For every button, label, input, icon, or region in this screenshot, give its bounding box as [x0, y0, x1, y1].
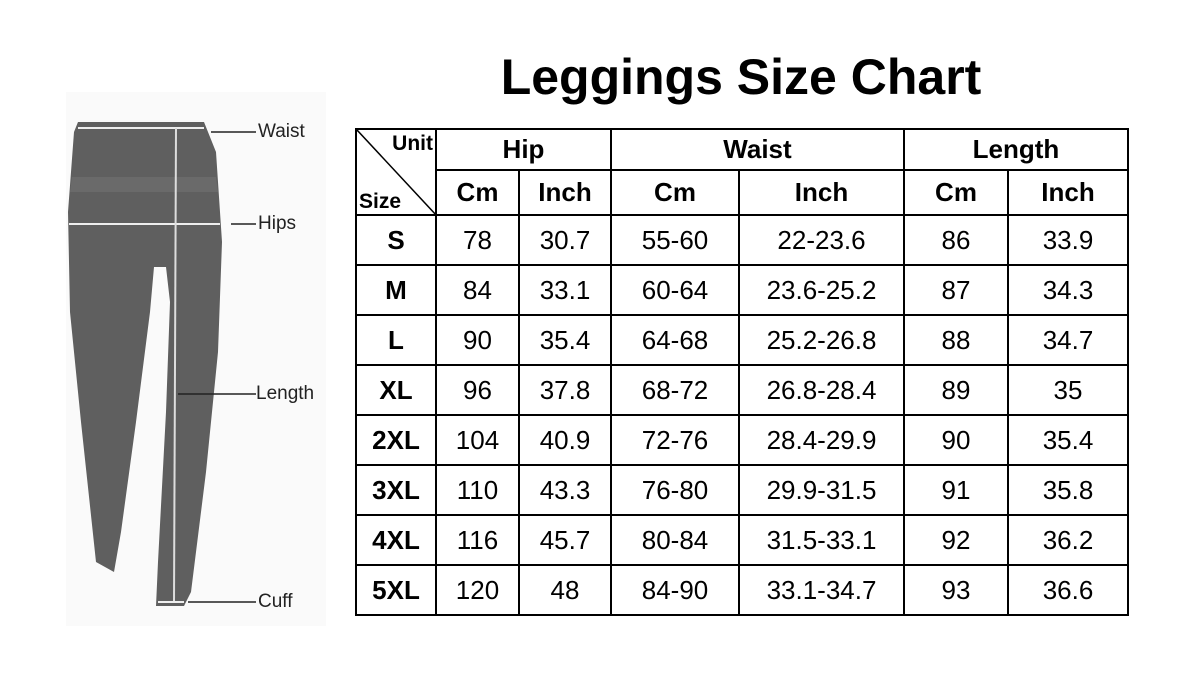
- value-cell: 55-60: [610, 214, 740, 266]
- size-cell: 4XL: [355, 514, 437, 566]
- value-cell: 104: [435, 414, 520, 466]
- value-cell: 28.4-29.9: [738, 414, 905, 466]
- value-cell: 90: [903, 414, 1009, 466]
- value-cell: 60-64: [610, 264, 740, 316]
- value-cell: 93: [903, 564, 1009, 616]
- value-cell: 34.7: [1007, 314, 1129, 366]
- unit-header: Cm: [610, 169, 740, 216]
- group-header-waist: Waist: [610, 128, 905, 171]
- value-cell: 33.9: [1007, 214, 1129, 266]
- unit-header: Cm: [903, 169, 1009, 216]
- table-row: S 78 30.7 55-60 22-23.6 86 33.9: [355, 214, 1129, 266]
- value-cell: 25.2-26.8: [738, 314, 905, 366]
- unit-header: Cm: [435, 169, 520, 216]
- value-cell: 78: [435, 214, 520, 266]
- size-label: Size: [359, 190, 402, 213]
- value-cell: 35.8: [1007, 464, 1129, 516]
- value-cell: 33.1: [518, 264, 612, 316]
- value-cell: 22-23.6: [738, 214, 905, 266]
- size-cell: XL: [355, 364, 437, 416]
- diagonal-divider: [357, 130, 437, 216]
- value-cell: 45.7: [518, 514, 612, 566]
- value-cell: 40.9: [518, 414, 612, 466]
- unit-label: Unit: [392, 132, 433, 155]
- group-header-hip: Hip: [435, 128, 612, 171]
- value-cell: 96: [435, 364, 520, 416]
- value-cell: 29.9-31.5: [738, 464, 905, 516]
- value-cell: 43.3: [518, 464, 612, 516]
- value-cell: 88: [903, 314, 1009, 366]
- value-cell: 76-80: [610, 464, 740, 516]
- value-cell: 30.7: [518, 214, 612, 266]
- value-cell: 36.6: [1007, 564, 1129, 616]
- value-cell: 48: [518, 564, 612, 616]
- size-cell: 2XL: [355, 414, 437, 466]
- value-cell: 35.4: [518, 314, 612, 366]
- table-row: 3XL 110 43.3 76-80 29.9-31.5 91 35.8: [355, 464, 1129, 516]
- value-cell: 37.8: [518, 364, 612, 416]
- table-row: M 84 33.1 60-64 23.6-25.2 87 34.3: [355, 264, 1129, 316]
- table-row: L 90 35.4 64-68 25.2-26.8 88 34.7: [355, 314, 1129, 366]
- table-row: 5XL 120 48 84-90 33.1-34.7 93 36.6: [355, 564, 1129, 616]
- value-cell: 26.8-28.4: [738, 364, 905, 416]
- unit-header: Inch: [738, 169, 905, 216]
- value-cell: 90: [435, 314, 520, 366]
- value-cell: 92: [903, 514, 1009, 566]
- value-cell: 110: [435, 464, 520, 516]
- value-cell: 84: [435, 264, 520, 316]
- table-row: 2XL 104 40.9 72-76 28.4-29.9 90 35.4: [355, 414, 1129, 466]
- unit-header: Inch: [518, 169, 612, 216]
- value-cell: 68-72: [610, 364, 740, 416]
- size-cell: L: [355, 314, 437, 366]
- value-cell: 31.5-33.1: [738, 514, 905, 566]
- value-cell: 86: [903, 214, 1009, 266]
- unit-header: Inch: [1007, 169, 1129, 216]
- value-cell: 80-84: [610, 514, 740, 566]
- leggings-measurement-diagram: Waist Hips Length Cuff: [66, 92, 326, 626]
- length-label: Length: [256, 383, 315, 404]
- group-header-length: Length: [903, 128, 1129, 171]
- size-cell: 3XL: [355, 464, 437, 516]
- value-cell: 84-90: [610, 564, 740, 616]
- value-cell: 33.1-34.7: [738, 564, 905, 616]
- value-cell: 91: [903, 464, 1009, 516]
- waist-label: Waist: [258, 121, 305, 142]
- value-cell: 120: [435, 564, 520, 616]
- leggings-illustration: [68, 122, 256, 606]
- value-cell: 36.2: [1007, 514, 1129, 566]
- value-cell: 72-76: [610, 414, 740, 466]
- page-title: Leggings Size Chart: [500, 49, 982, 105]
- value-cell: 89: [903, 364, 1009, 416]
- value-cell: 35.4: [1007, 414, 1129, 466]
- corner-header-cell: Unit Size: [355, 128, 437, 216]
- value-cell: 87: [903, 264, 1009, 316]
- value-cell: 64-68: [610, 314, 740, 366]
- value-cell: 23.6-25.2: [738, 264, 905, 316]
- size-cell: S: [355, 214, 437, 266]
- table-row: 4XL 116 45.7 80-84 31.5-33.1 92 36.2: [355, 514, 1129, 566]
- cuff-label: Cuff: [258, 591, 293, 612]
- table-row: XL 96 37.8 68-72 26.8-28.4 89 35: [355, 364, 1129, 416]
- unit-header-row: Cm Inch Cm Inch Cm Inch: [356, 169, 1129, 216]
- size-cell: M: [355, 264, 437, 316]
- value-cell: 35: [1007, 364, 1129, 416]
- value-cell: 116: [435, 514, 520, 566]
- value-cell: 34.3: [1007, 264, 1129, 316]
- hips-label: Hips: [258, 213, 297, 234]
- size-cell: 5XL: [355, 564, 437, 616]
- size-chart-table: Unit Size Hip Waist Length Cm Inch Cm In…: [355, 128, 1129, 616]
